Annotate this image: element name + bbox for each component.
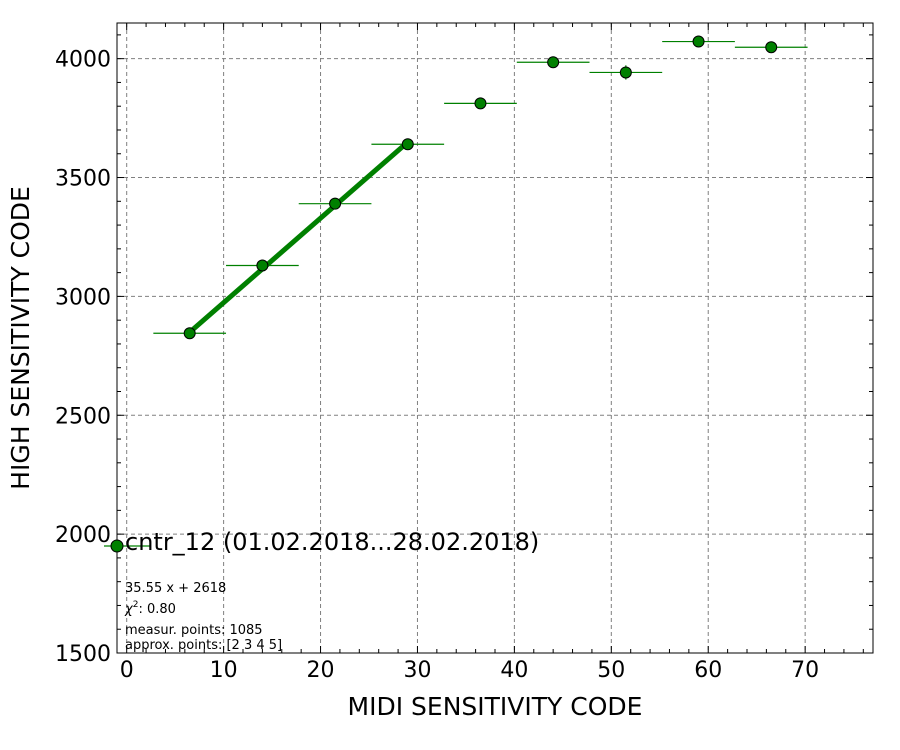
x-tick-label: 10 — [210, 658, 238, 683]
axis-ticks — [117, 23, 873, 654]
x-tick-label: 40 — [500, 658, 528, 683]
x-tick-label: 20 — [307, 658, 335, 683]
x-axis-title: MIDI SENSITIVITY CODE — [348, 692, 643, 721]
chi2-value: χ2: 0.80 — [124, 600, 176, 617]
grid — [117, 23, 873, 653]
y-tick-label: 1500 — [55, 642, 111, 667]
y-axis-title: HIGH SENSITIVITY CODE — [6, 186, 35, 490]
data-point — [401, 138, 414, 151]
data-point — [183, 327, 196, 340]
data-points — [183, 35, 778, 340]
legend-label: cntr_12 (01.02.2018...28.02.2018) — [125, 528, 539, 556]
y-tick-label: 2000 — [55, 523, 111, 548]
plot-frame — [116, 22, 874, 654]
data-point — [256, 259, 269, 272]
fit-line — [188, 140, 410, 335]
measured-points: measur. points: 1085 — [125, 623, 263, 638]
approx-points: approx. points: [2 3 4 5] — [125, 638, 282, 653]
y-tick-label: 3500 — [55, 167, 111, 192]
x-tick-label: 70 — [791, 658, 819, 683]
data-point — [692, 35, 705, 48]
legend: cntr_12 (01.02.2018...28.02.2018) — [104, 528, 539, 556]
data-point — [547, 56, 560, 69]
chi2-power: 2 — [133, 600, 139, 610]
error-bars — [153, 39, 808, 336]
data-point — [329, 197, 342, 210]
x-tick-label: 50 — [597, 658, 625, 683]
fit-equation: 35.55 x + 2618 — [125, 581, 226, 596]
chi2-number: : 0.80 — [138, 602, 175, 617]
y-tick-label: 4000 — [55, 48, 111, 73]
data-point — [765, 41, 778, 54]
fit-annotation: 35.55 x + 2618 χ2: 0.80 measur. points: … — [124, 581, 282, 653]
x-tick-label: 60 — [694, 658, 722, 683]
data-point — [619, 66, 632, 79]
y-tick-label: 2500 — [55, 404, 111, 429]
data-point — [474, 97, 487, 110]
x-tick-label: 0 — [120, 658, 134, 683]
fit-line-layer — [188, 140, 410, 335]
y-tick-label: 3000 — [55, 285, 111, 310]
x-tick-label: 30 — [403, 658, 431, 683]
tick-labels: 0 10 20 30 40 50 60 70 1500 2000 2500 3000 3500 4000 — [55, 48, 819, 683]
legend-marker — [110, 539, 124, 553]
chi2-symbol: χ — [124, 602, 134, 617]
